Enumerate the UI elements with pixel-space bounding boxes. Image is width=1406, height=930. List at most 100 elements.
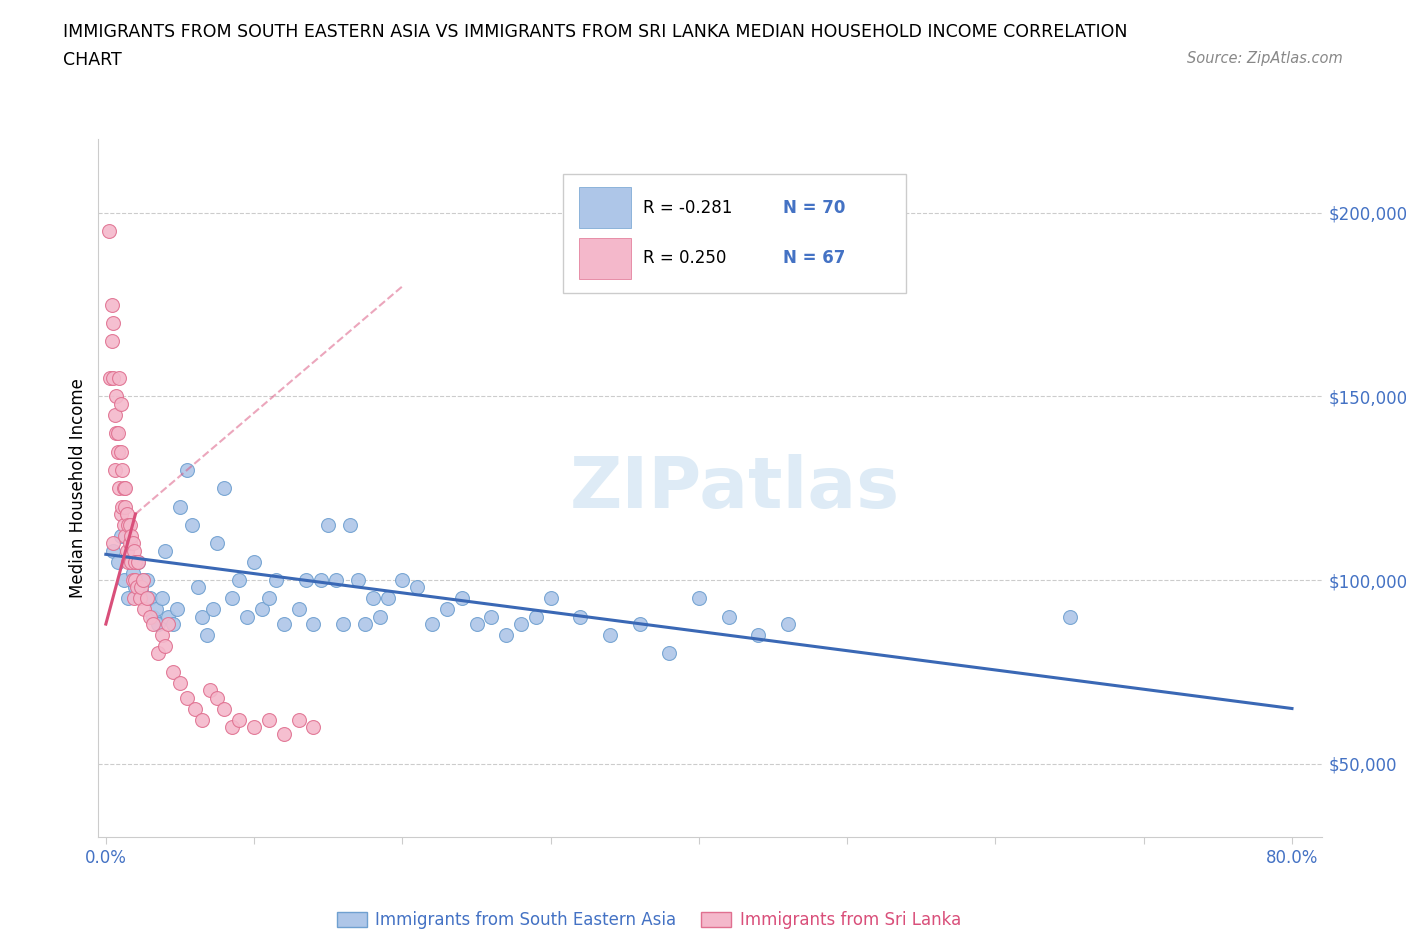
- Point: [309, 573, 332, 588]
- Point: [97, 224, 120, 239]
- Point: [273, 617, 295, 631]
- Point: [110, 396, 132, 411]
- Point: [136, 573, 159, 588]
- Point: [273, 726, 295, 741]
- Point: [235, 609, 257, 624]
- Point: [436, 602, 458, 617]
- Point: [153, 639, 176, 654]
- Text: N = 67: N = 67: [783, 249, 846, 267]
- Point: [124, 554, 146, 569]
- Text: R = -0.281: R = -0.281: [643, 199, 733, 217]
- Point: [131, 584, 153, 599]
- Point: [266, 573, 288, 588]
- Point: [146, 617, 169, 631]
- Point: [1059, 609, 1081, 624]
- Point: [628, 617, 651, 631]
- Point: [377, 591, 399, 605]
- Point: [121, 565, 143, 580]
- Point: [339, 517, 361, 532]
- Text: CHART: CHART: [63, 51, 122, 69]
- Point: [121, 536, 143, 551]
- Point: [198, 683, 221, 698]
- Point: [214, 701, 236, 716]
- Text: N = 70: N = 70: [783, 199, 846, 217]
- Point: [107, 445, 129, 459]
- Point: [124, 580, 146, 595]
- Point: [406, 580, 429, 595]
- Point: [117, 591, 139, 605]
- Point: [150, 591, 173, 605]
- Point: [103, 371, 125, 386]
- Point: [115, 507, 138, 522]
- Point: [302, 720, 325, 735]
- Point: [166, 602, 188, 617]
- Legend: Immigrants from South Eastern Asia, Immigrants from Sri Lanka: Immigrants from South Eastern Asia, Immi…: [330, 905, 967, 930]
- Point: [111, 462, 134, 477]
- Point: [250, 602, 273, 617]
- Point: [132, 573, 155, 588]
- Point: [114, 499, 136, 514]
- Point: [688, 591, 710, 605]
- Point: [107, 554, 129, 569]
- Point: [117, 517, 139, 532]
- Point: [316, 517, 339, 532]
- Point: [176, 690, 198, 705]
- Text: R = 0.250: R = 0.250: [643, 249, 725, 267]
- Point: [157, 609, 180, 624]
- Point: [287, 602, 309, 617]
- Point: [125, 580, 148, 595]
- Point: [139, 609, 162, 624]
- Text: IMMIGRANTS FROM SOUTH EASTERN ASIA VS IMMIGRANTS FROM SRI LANKA MEDIAN HOUSEHOLD: IMMIGRANTS FROM SOUTH EASTERN ASIA VS IM…: [63, 23, 1128, 41]
- Point: [131, 580, 153, 595]
- Point: [104, 407, 127, 422]
- Point: [479, 609, 502, 624]
- Point: [243, 720, 266, 735]
- Point: [540, 591, 562, 605]
- Point: [450, 591, 472, 605]
- Point: [115, 543, 138, 558]
- Point: [302, 617, 325, 631]
- FancyBboxPatch shape: [564, 175, 905, 293]
- Point: [129, 591, 152, 605]
- Text: ZIPatlas: ZIPatlas: [569, 454, 900, 523]
- Point: [524, 609, 547, 624]
- Point: [169, 499, 191, 514]
- Point: [108, 481, 131, 496]
- Point: [100, 334, 122, 349]
- Point: [103, 315, 125, 330]
- Point: [120, 554, 142, 569]
- Point: [117, 554, 139, 569]
- Point: [205, 536, 228, 551]
- Point: [150, 628, 173, 643]
- Point: [112, 481, 135, 496]
- Point: [228, 573, 250, 588]
- Point: [105, 389, 128, 404]
- Point: [295, 573, 318, 588]
- Point: [257, 591, 280, 605]
- Point: [569, 609, 592, 624]
- Point: [146, 646, 169, 661]
- Point: [776, 617, 799, 631]
- Point: [658, 646, 681, 661]
- Point: [347, 573, 370, 588]
- Point: [121, 573, 143, 588]
- Y-axis label: Median Household Income: Median Household Income: [69, 379, 87, 598]
- Point: [142, 609, 165, 624]
- Point: [110, 507, 132, 522]
- Point: [114, 481, 136, 496]
- FancyBboxPatch shape: [579, 187, 630, 228]
- Point: [510, 617, 533, 631]
- Point: [495, 628, 517, 643]
- Point: [391, 573, 413, 588]
- Point: [105, 426, 128, 441]
- Point: [201, 602, 224, 617]
- Point: [112, 573, 135, 588]
- Point: [110, 445, 132, 459]
- Point: [110, 528, 132, 543]
- Point: [354, 617, 377, 631]
- Point: [187, 580, 209, 595]
- Point: [162, 617, 184, 631]
- Point: [145, 602, 167, 617]
- Point: [103, 543, 125, 558]
- Point: [325, 573, 347, 588]
